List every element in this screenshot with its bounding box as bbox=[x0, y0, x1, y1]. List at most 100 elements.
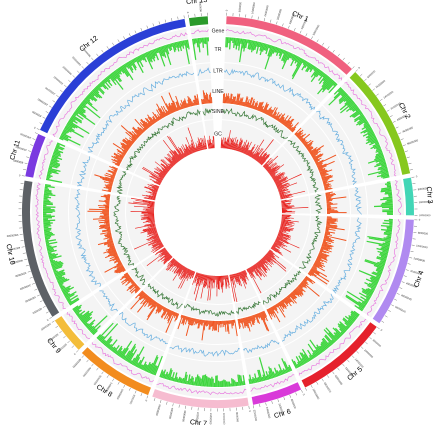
track-tr-bar bbox=[223, 379, 225, 387]
track-line-bar bbox=[128, 139, 134, 144]
track-line-bar bbox=[282, 299, 289, 307]
track-line-bar bbox=[142, 296, 150, 305]
tick-mark bbox=[405, 269, 409, 271]
track-line-bar bbox=[294, 127, 302, 135]
track-gc-bar bbox=[160, 163, 170, 171]
track-gc-bar bbox=[154, 247, 166, 256]
track-line-bar bbox=[138, 291, 144, 297]
track-gc-bar bbox=[195, 273, 200, 286]
track-tr-bar bbox=[70, 116, 76, 122]
track-tr-bar bbox=[42, 211, 53, 214]
track-line-bar bbox=[160, 106, 167, 117]
track-tr-bar bbox=[43, 214, 52, 216]
track-tr-bar bbox=[379, 261, 386, 265]
track-line-bar bbox=[295, 288, 302, 295]
track-gc-bar bbox=[240, 141, 246, 153]
tick-label: 40000000 bbox=[396, 113, 409, 122]
track-line-bar bbox=[321, 246, 331, 250]
track-gc-bar bbox=[268, 251, 276, 258]
track-gc-bar bbox=[281, 199, 293, 202]
track-tr-bar bbox=[115, 69, 121, 75]
track-tr-bar bbox=[169, 376, 173, 381]
track-tr-bar bbox=[80, 311, 94, 322]
track-gc-bar bbox=[251, 266, 259, 277]
track-tr-bar bbox=[57, 278, 68, 284]
track-line-bar bbox=[194, 95, 198, 106]
tick-mark bbox=[342, 57, 345, 61]
track-line-bar bbox=[130, 280, 135, 284]
track-line-bar bbox=[325, 193, 336, 197]
track-gc-bar bbox=[277, 183, 290, 190]
track-line-bar bbox=[209, 92, 212, 104]
track-line-bar bbox=[104, 220, 110, 222]
track-line-bar bbox=[110, 175, 115, 178]
track-gc-bar bbox=[197, 143, 201, 151]
track-background-ltr bbox=[168, 337, 242, 362]
track-background-ltr bbox=[277, 289, 339, 346]
tick-mark bbox=[392, 120, 396, 123]
track-tr-bar bbox=[357, 117, 366, 124]
tick-label: 24000000 bbox=[419, 213, 431, 217]
track-line-bar bbox=[107, 244, 115, 248]
track-line-bar bbox=[224, 96, 226, 104]
track-tr-bar bbox=[111, 346, 116, 352]
track-tr-bar bbox=[378, 165, 387, 169]
track-tr-bar bbox=[243, 39, 247, 52]
track-line-bar bbox=[302, 280, 309, 286]
track-line-bar bbox=[195, 318, 198, 324]
track-line-bar bbox=[323, 180, 334, 184]
track-tr-bar bbox=[345, 295, 365, 310]
track-gc-bar bbox=[157, 252, 169, 262]
track-gc-bar bbox=[248, 146, 254, 156]
track-tr-bar bbox=[43, 201, 53, 204]
tick-label: 0 bbox=[33, 125, 36, 129]
track-gc-bar bbox=[263, 256, 273, 265]
track-gene-line bbox=[298, 318, 367, 376]
track-tr-bar bbox=[81, 101, 87, 106]
track-tr-bar bbox=[79, 103, 86, 109]
track-gc-bar bbox=[144, 214, 155, 216]
track-gc-bar bbox=[185, 144, 191, 155]
track-tr-bar bbox=[160, 371, 164, 378]
track-line-bar bbox=[181, 104, 184, 109]
track-line-bar bbox=[156, 103, 165, 118]
track-gc-bar bbox=[183, 267, 187, 273]
track-line-bar bbox=[101, 229, 111, 232]
track-line-bar bbox=[309, 270, 315, 274]
track-gc-bar bbox=[243, 270, 249, 281]
track-background-line bbox=[126, 290, 180, 336]
track-line-bar bbox=[193, 99, 196, 106]
track-gc-bar bbox=[235, 144, 238, 151]
track-tr-bar bbox=[386, 199, 393, 202]
track-tr-bar bbox=[267, 374, 271, 380]
track-tr-bar bbox=[382, 176, 390, 179]
track-tr-bar bbox=[333, 89, 344, 99]
track-gc-bar bbox=[267, 163, 278, 172]
track-gc-bar bbox=[151, 244, 164, 252]
tick-label: 56000000 bbox=[311, 23, 320, 36]
ideogram-chr-1 bbox=[226, 16, 352, 75]
tick-mark bbox=[153, 398, 156, 402]
track-gc-bar bbox=[180, 269, 191, 289]
track-gc-bar bbox=[199, 274, 203, 286]
track-gc-bar bbox=[249, 146, 255, 157]
track-gc-bar bbox=[178, 153, 183, 160]
track-tr-bar bbox=[310, 69, 321, 83]
track-line-bar bbox=[291, 292, 298, 299]
track-gc-bar bbox=[159, 169, 167, 175]
track-line-bar bbox=[304, 139, 312, 146]
track-line-bar bbox=[120, 273, 129, 281]
track-line-bar bbox=[240, 318, 244, 329]
track-tr-bar bbox=[203, 37, 206, 44]
track-tr-bar bbox=[89, 91, 95, 97]
track-gc-bar bbox=[281, 217, 294, 219]
tick-mark bbox=[152, 23, 154, 27]
track-gc-bar bbox=[150, 222, 155, 224]
track-line-bar bbox=[272, 305, 276, 311]
track-line-bar bbox=[316, 163, 323, 167]
track-background-line bbox=[266, 275, 325, 331]
track-line-bar bbox=[257, 313, 260, 319]
track-line-bar bbox=[121, 277, 132, 285]
track-line-bar bbox=[107, 239, 113, 242]
track-gc-bar bbox=[142, 220, 155, 223]
